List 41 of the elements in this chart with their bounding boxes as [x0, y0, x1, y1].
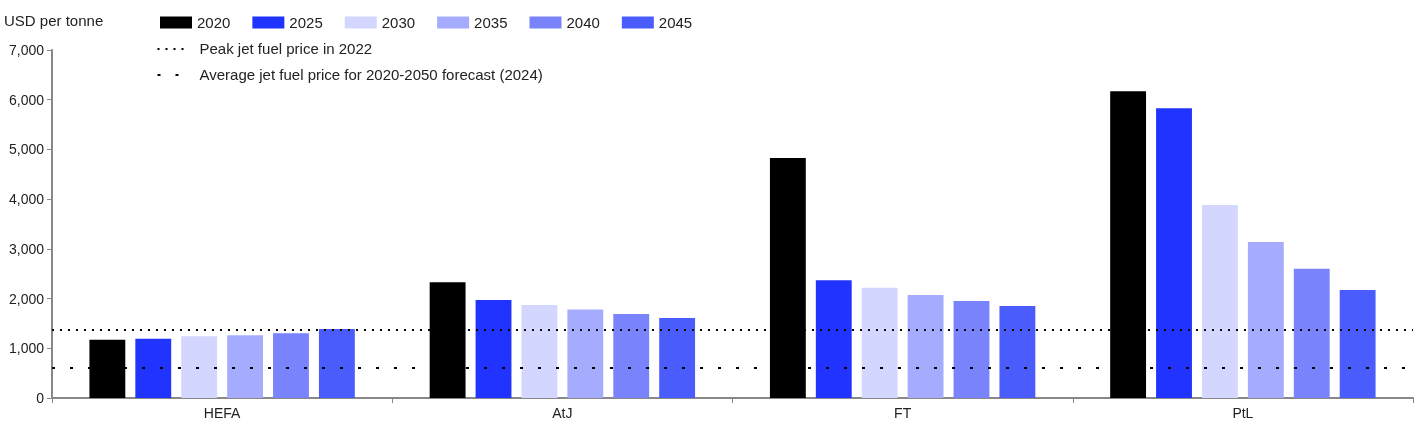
y-tick-label: 4,000 [8, 191, 45, 208]
y-axis-title: USD per tonne [4, 12, 104, 29]
bar [999, 306, 1036, 398]
legend-label: Average jet fuel price for 2020-2050 forecast (2024) [199, 66, 543, 83]
bar [815, 280, 852, 398]
bar [861, 287, 898, 398]
y-tick-label: 6,000 [8, 91, 45, 108]
legend-label: 2040 [566, 14, 600, 31]
y-tick-label: 7,000 [8, 42, 45, 58]
y-tick-label: 2,000 [8, 290, 45, 307]
bar [135, 338, 172, 398]
bar [521, 305, 558, 398]
legend-label: 2020 [197, 14, 231, 31]
bar [1156, 108, 1192, 398]
bar [953, 301, 990, 398]
bar [1339, 290, 1376, 398]
legend-label: 2045 [658, 14, 693, 31]
bar [907, 295, 944, 398]
bar [1201, 205, 1238, 398]
y-tick-label: 3,000 [8, 240, 45, 257]
x-tick-label: FT [894, 405, 912, 421]
bar [1293, 268, 1330, 398]
legend-label: Peak jet fuel price in 2022 [199, 40, 373, 57]
bar [1247, 241, 1284, 398]
bar [227, 335, 264, 398]
x-tick-label: PtL [1232, 405, 1254, 421]
bar [659, 317, 696, 398]
y-tick-label: 5,000 [8, 141, 45, 158]
legend-label: 2030 [381, 14, 416, 31]
y-tick-label: 0 [36, 390, 45, 406]
bar [273, 333, 309, 398]
bar [475, 300, 512, 398]
bar [567, 309, 604, 398]
y-tick-label: 1,000 [8, 340, 45, 357]
x-tick-label: HEFA [203, 405, 242, 421]
x-tick-label: AtJ [552, 405, 573, 421]
legend-label: 2035 [474, 14, 508, 31]
bar [613, 313, 650, 398]
bar [181, 336, 218, 398]
legend-label: 2025 [289, 14, 323, 31]
bar [318, 328, 355, 398]
